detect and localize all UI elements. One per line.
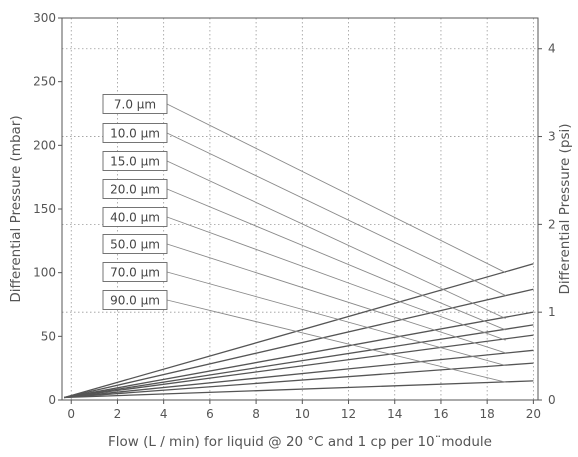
legend-label: 20.0 µm: [110, 183, 160, 197]
legend-label: 70.0 µm: [110, 266, 160, 280]
y2-tick-label: 4: [548, 42, 556, 56]
x-tick-label: 14: [387, 407, 402, 421]
y-tick-label: 200: [33, 138, 56, 152]
series-line: [64, 350, 533, 397]
legend-label: 10.0 µm: [110, 127, 160, 141]
y2-axis-title: Differential Pressure (psi): [557, 123, 573, 294]
legend-label: 15.0 µm: [110, 155, 160, 169]
y-axis-title: Differential Pressure (mbar): [8, 115, 24, 302]
legend: 7.0 µm 10.0 µm 15.0 µm 20.0 µm 40.0 µm 50.0 µ…: [103, 95, 167, 310]
y2-tick-label: 3: [548, 130, 556, 144]
y2-tick-label: 1: [548, 305, 556, 319]
series-line: [64, 335, 533, 397]
legend-label: 50.0 µm: [110, 238, 160, 252]
x-tick-label: 8: [252, 407, 260, 421]
x-axis-title: Flow (L / min) for liquid @ 20 °C and 1 …: [108, 434, 492, 450]
y-tick-label: 150: [33, 202, 56, 216]
y-tick-label: 300: [33, 11, 56, 25]
legend-leader-lines: [167, 104, 506, 382]
legend-label: 7.0 µm: [114, 98, 156, 112]
y2-tick-label: 2: [548, 217, 556, 231]
y-tick-label: 50: [41, 329, 56, 343]
x-tick-label: 10: [295, 407, 310, 421]
series-line: [64, 363, 533, 397]
x-tick-label: 18: [480, 407, 495, 421]
legend-leader-line: [167, 244, 506, 353]
legend-leader-line: [167, 217, 506, 340]
x-tick-label: 20: [526, 407, 541, 421]
series-line: [64, 381, 533, 398]
series-lines: [64, 264, 533, 398]
legend-label: 90.0 µm: [110, 294, 160, 308]
x-tick-label: 12: [341, 407, 356, 421]
x-tick-label: 6: [206, 407, 214, 421]
series-line: [64, 264, 533, 398]
legend-leader-line: [167, 161, 506, 319]
legend-leader-line: [167, 104, 506, 273]
y-tick-label: 100: [33, 266, 56, 280]
legend-leader-line: [167, 189, 506, 330]
y-tick-label: 250: [33, 75, 56, 89]
legend-label: 40.0 µm: [110, 211, 160, 225]
x-tick-label: 16: [433, 407, 448, 421]
x-tick-label: 4: [160, 407, 168, 421]
x-tick-label: 2: [114, 407, 122, 421]
legend-leader-line: [167, 133, 506, 296]
series-line: [64, 325, 533, 398]
y2-tick-label: 0: [548, 393, 556, 407]
y-tick-label: 0: [48, 393, 56, 407]
x-tick-label: 0: [67, 407, 75, 421]
